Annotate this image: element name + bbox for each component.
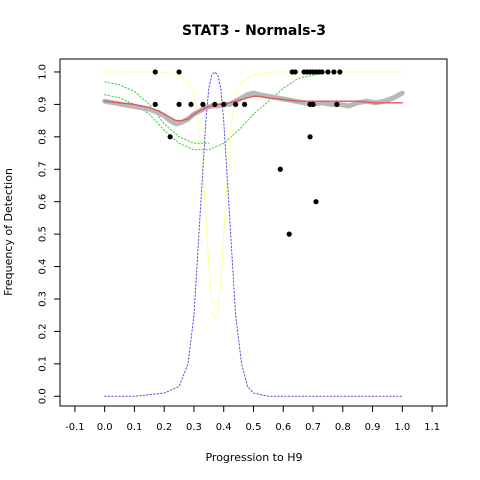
data-point	[176, 69, 182, 75]
data-point	[313, 199, 319, 205]
data-point	[310, 101, 316, 108]
x-tick-label: 1.1	[424, 422, 440, 433]
y-tick-label: 0.9	[38, 96, 49, 112]
y-tick-label: 0.4	[38, 259, 49, 275]
y-tick-label: 0.7	[38, 161, 49, 177]
x-tick-label: 0.4	[216, 422, 232, 433]
x-axis: -0.1 0.0 0.1 0.2 0.3 0.4 0.5 0.6 0.7 0.8 0.9 1.0 1.1	[65, 406, 440, 433]
fit-curve	[104, 95, 403, 122]
y-tick-label: 0.1	[38, 356, 49, 372]
y-tick-label: 0.3	[38, 291, 49, 307]
x-tick-label: 0.3	[186, 422, 202, 433]
inner-band-lower-curve	[211, 71, 403, 319]
data-point	[286, 231, 292, 237]
smoothed-curve	[102, 90, 405, 127]
data-point	[233, 101, 239, 108]
x-tick-label: 0.5	[246, 422, 262, 433]
x-tick-label: 1.0	[394, 422, 410, 433]
y-tick-label: 0.0	[38, 388, 49, 404]
y-axis: 0.0 0.1 0.2 0.3 0.4 0.5 0.6 0.7 0.8 0.9 1.0	[38, 64, 60, 404]
data-point	[221, 101, 227, 108]
y-tick-label: 0.2	[38, 323, 49, 339]
data-point	[241, 101, 248, 108]
y-tick-label: 0.6	[38, 194, 49, 210]
x-tick-label: 0.8	[335, 422, 351, 433]
data-point	[325, 69, 331, 75]
data-point	[292, 69, 298, 75]
data-point	[307, 134, 313, 140]
data-point	[337, 69, 343, 75]
data-point	[200, 101, 206, 108]
plot-frame	[59, 58, 448, 407]
y-axis-label: Frequency of Detection	[2, 168, 15, 296]
data-point	[319, 69, 325, 75]
x-tick-label: 0.1	[126, 422, 142, 433]
inner-band-upper-curve	[104, 71, 213, 300]
x-tick-label: 0.6	[275, 422, 291, 433]
y-tick-label: 0.5	[38, 226, 49, 242]
data-point	[152, 69, 158, 75]
chart-title: STAT3 - Normals-3	[182, 23, 326, 39]
data-point	[152, 101, 158, 108]
y-tick-label: 1.0	[38, 64, 49, 80]
x-tick-label: 0.7	[305, 422, 321, 433]
x-tick-label: 0.2	[156, 422, 172, 433]
y-tick-label: 0.8	[38, 129, 49, 145]
data-point	[176, 101, 182, 108]
x-tick-label: -0.1	[65, 422, 85, 433]
x-axis-label: Progression to H9	[205, 451, 302, 464]
x-tick-label: 0.0	[97, 422, 113, 433]
plot-area	[102, 69, 405, 397]
data-point	[334, 101, 340, 108]
data-point	[188, 101, 194, 108]
x-tick-label: 0.9	[365, 422, 381, 433]
data-point	[331, 69, 337, 75]
data-point	[212, 101, 218, 108]
density-curve	[104, 71, 403, 397]
data-point	[277, 166, 283, 172]
data-point	[167, 134, 173, 140]
